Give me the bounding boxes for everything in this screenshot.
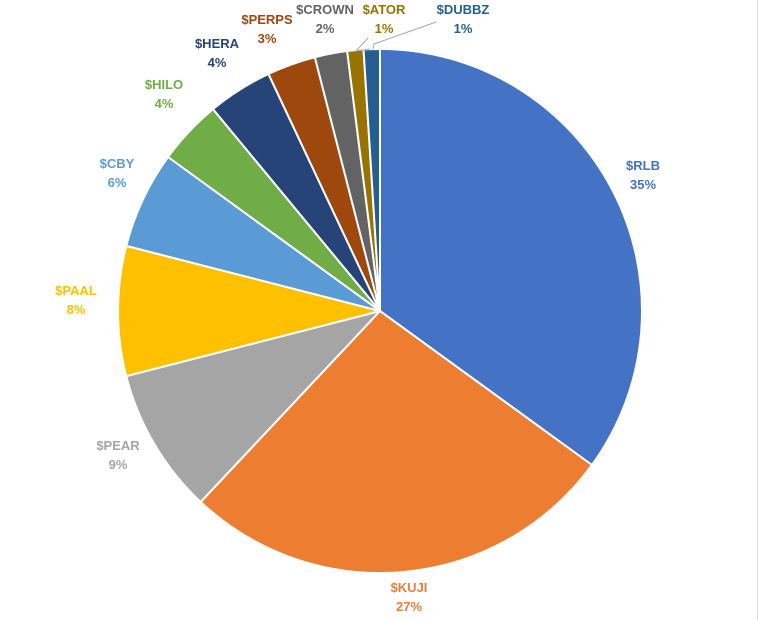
data-label-hilo: $HILO 4% xyxy=(145,77,183,111)
slice-name-hera: $HERA xyxy=(195,36,240,51)
slice-percent-dubbz: 1% xyxy=(454,21,473,36)
pie-slice-paal xyxy=(116,244,381,378)
pie-slice-kuji xyxy=(199,310,593,574)
data-label-rlb: $RLB 35% xyxy=(626,158,660,192)
pie-slice-rlb xyxy=(379,48,643,466)
leader-lines xyxy=(354,21,437,52)
slice-name-perps: $PERPS xyxy=(241,12,293,27)
slice-percent-cby: 6% xyxy=(108,175,127,190)
data-label-cby: $CBY 6% xyxy=(100,156,135,190)
slice-name-hilo: $HILO xyxy=(145,77,183,92)
slice-name-paal: $PAAL xyxy=(55,283,97,298)
slice-percent-crown: 2% xyxy=(316,21,335,36)
slice-name-crown: $CROWN xyxy=(296,2,354,17)
slice-percent-perps: 3% xyxy=(258,31,277,46)
data-label-paal: $PAAL 8% xyxy=(55,283,97,317)
pie-slices xyxy=(116,48,643,574)
data-label-hera: $HERA 4% xyxy=(195,36,240,70)
slice-name-rlb: $RLB xyxy=(626,158,660,173)
slice-percent-kuji: 27% xyxy=(396,599,422,614)
slice-percent-rlb: 35% xyxy=(630,177,656,192)
data-label-crown: $CROWN 2% xyxy=(296,2,354,36)
leader-line-dubbz xyxy=(372,21,437,50)
slice-percent-ator: 1% xyxy=(375,21,394,36)
data-labels: $RLB 35% $KUJI 27% $PEAR 9% $PAAL 8% $CBY 6% $HILO… xyxy=(55,2,660,614)
slice-name-ator: $ATOR xyxy=(363,2,406,17)
data-label-perps: $PERPS 3% xyxy=(241,12,293,46)
data-label-pear: $PEAR 9% xyxy=(96,438,140,472)
slice-name-pear: $PEAR xyxy=(96,438,140,453)
slice-percent-paal: 8% xyxy=(67,302,86,317)
pie-slice-pear xyxy=(125,310,381,503)
slice-percent-pear: 9% xyxy=(109,457,128,472)
slice-name-cby: $CBY xyxy=(100,156,135,171)
slice-name-dubbz: $DUBBZ xyxy=(437,2,490,17)
data-label-dubbz: $DUBBZ 1% xyxy=(437,2,490,36)
slice-name-kuji: $KUJI xyxy=(391,580,428,595)
data-label-kuji: $KUJI 27% xyxy=(391,580,428,614)
slice-percent-hera: 4% xyxy=(208,55,227,70)
data-label-ator: $ATOR 1% xyxy=(363,2,406,36)
slice-percent-hilo: 4% xyxy=(155,96,174,111)
leader-line-ator xyxy=(354,37,371,52)
